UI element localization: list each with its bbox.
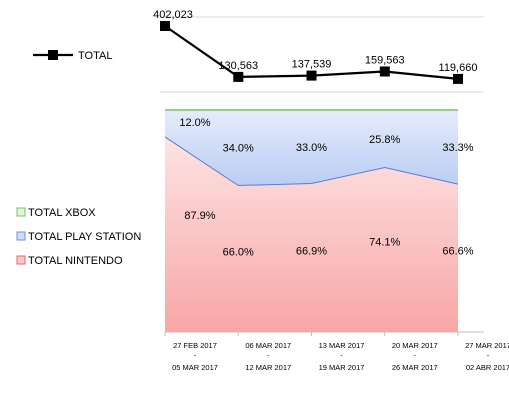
area-play-station: [165, 110, 458, 186]
x-tick-separator: -: [414, 351, 417, 360]
total-data-label: 159,563: [365, 54, 405, 66]
x-tick-label: 26 MAR 2017: [392, 363, 438, 372]
legend-label: TOTAL NINTENDO: [28, 255, 123, 267]
legend-total-label: TOTAL: [78, 50, 112, 62]
x-tick-separator: -: [194, 351, 197, 360]
nintendo-data-label: 74.1%: [369, 237, 400, 249]
legend-label: TOTAL PLAY STATION: [28, 231, 141, 243]
total-marker: [306, 70, 317, 81]
total-data-label: 402,023: [153, 9, 193, 21]
total-data-label: 137,539: [292, 59, 332, 71]
total-line-chart: 402,023 130,563 137,539 159,563 119,660 TOTAL: [33, 9, 484, 93]
x-tick-separator: -: [340, 351, 343, 360]
play-station-data-label: 25.8%: [369, 134, 400, 146]
total-marker: [453, 73, 463, 84]
total-data-label: 119,660: [439, 62, 478, 74]
nintendo-data-label: 66.6%: [442, 246, 473, 258]
x-tick-label: 19 MAR 2017: [319, 363, 365, 372]
total-marker: [233, 71, 244, 82]
play-station-data-label: 34.0%: [223, 143, 254, 155]
total-data-label: 130,563: [218, 60, 258, 72]
x-tick-label: 05 MAR 2017: [172, 363, 218, 372]
nintendo-data-label: 87.9%: [184, 210, 215, 222]
legend-swatch: [16, 231, 26, 241]
play-station-data-label: 33.3%: [442, 142, 473, 154]
play-station-data-label: 33.0%: [296, 142, 327, 154]
nintendo-data-label: 66.9%: [296, 245, 327, 257]
legend: TOTAL XBOX TOTAL PLAY STATION TOTAL NINTEN…: [16, 207, 141, 267]
play-station-data-label: 12.0%: [179, 117, 210, 129]
legend-label: TOTAL XBOX: [28, 207, 96, 219]
total-marker: [379, 66, 390, 77]
x-tick-label: 06 MAR 2017: [245, 341, 291, 350]
nintendo-data-label: 66.0%: [223, 246, 254, 258]
platform-share-area-chart: 12.0% 34.0% 33.0% 25.8% 33.3% 87.9% 66.0% 66.9%…: [164, 109, 474, 332]
legend-total-marker: [48, 50, 58, 60]
x-tick-separator: -: [267, 351, 270, 360]
x-tick-label: 12 MAR 2017: [245, 363, 291, 372]
legend-swatch: [16, 255, 26, 265]
legend-swatch: [16, 207, 26, 217]
x-tick-label: 13 MAR 2017: [319, 341, 365, 350]
x-tick-separator: -: [487, 351, 490, 360]
x-tick-label: 20 MAR 2017: [392, 341, 438, 350]
x-tick-label: 27 MAR 2017: [465, 341, 509, 350]
x-tick-label: 02 ABR 2017: [466, 363, 509, 372]
total-marker: [160, 21, 170, 31]
x-tick-label: 27 FEB 2017: [173, 341, 217, 350]
nintendo-boundary-line: [164, 136, 459, 187]
